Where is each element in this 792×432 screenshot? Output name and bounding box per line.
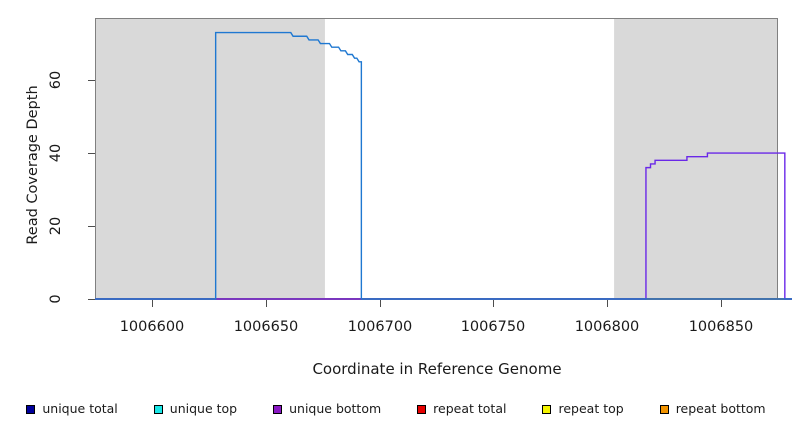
- x-tick-label: 1006800: [574, 319, 640, 335]
- x-tick-mark: [266, 300, 267, 307]
- x-tick-mark: [721, 300, 722, 307]
- legend-swatch-icon: [417, 404, 427, 414]
- chart-legend: unique total unique top unique bottom repea…: [0, 398, 792, 420]
- legend-item-unique-total[interactable]: unique total: [26, 401, 118, 416]
- legend-item-repeat-top[interactable]: repeat top: [542, 401, 624, 416]
- series-unique-bottom: [95, 152, 792, 300]
- series-unique-total: [95, 31, 792, 300]
- x-tick-mark: [152, 300, 153, 307]
- legend-label: repeat bottom: [675, 401, 766, 416]
- x-tick-label: 1006850: [688, 319, 754, 335]
- x-tick-label: 1006750: [460, 319, 526, 335]
- x-tick-label: 1006700: [347, 319, 413, 335]
- y-tick-label: 20: [48, 216, 64, 236]
- legend-item-repeat-bottom[interactable]: repeat bottom: [659, 401, 766, 416]
- x-tick-mark: [380, 300, 381, 307]
- legend-swatch-icon: [659, 404, 669, 414]
- x-tick-mark: [493, 300, 494, 307]
- repeat-region-left: [95, 18, 325, 299]
- repeat-region-right: [614, 18, 778, 299]
- legend-swatch-icon: [26, 404, 36, 414]
- legend-item-repeat-total[interactable]: repeat total: [417, 402, 506, 416]
- legend-item-unique-top[interactable]: unique top: [153, 401, 238, 416]
- legend-label: unique total: [42, 401, 118, 416]
- legend-swatch-icon: [542, 404, 552, 414]
- x-tick-label: 1006650: [233, 319, 299, 335]
- y-tick-mark: [88, 226, 95, 227]
- x-tick-label: 1006900: [780, 318, 792, 336]
- y-tick-label: 60: [48, 70, 64, 90]
- x-tick-label: 1006600: [119, 319, 185, 335]
- y-tick-mark: [88, 153, 95, 154]
- legend-item-unique-bottom[interactable]: unique bottom: [273, 402, 381, 416]
- y-tick-label: 0: [48, 294, 64, 304]
- x-axis-title: Coordinate in Reference Genome: [312, 360, 562, 378]
- y-tick-label: 40: [48, 143, 64, 163]
- legend-label: repeat top: [558, 401, 624, 416]
- y-tick-mark: [88, 80, 95, 81]
- legend-swatch-icon: [273, 404, 283, 414]
- x-tick-mark: [607, 300, 608, 307]
- legend-label: repeat total: [433, 401, 507, 416]
- legend-label: unique top: [169, 401, 238, 416]
- legend-label: unique bottom: [289, 401, 382, 416]
- legend-swatch-icon: [153, 404, 163, 414]
- y-tick-mark: [88, 299, 95, 300]
